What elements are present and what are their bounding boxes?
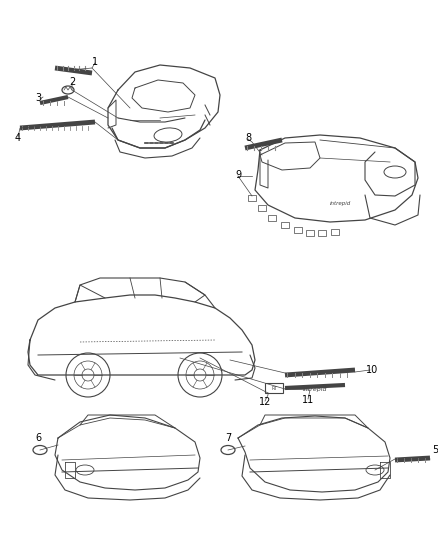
Text: 10: 10 bbox=[366, 365, 378, 375]
Text: 8: 8 bbox=[245, 133, 251, 143]
Text: intrepid: intrepid bbox=[329, 201, 351, 206]
Text: 6: 6 bbox=[35, 433, 41, 443]
Bar bbox=[331, 229, 339, 235]
Text: RT: RT bbox=[271, 385, 277, 391]
Text: 4: 4 bbox=[15, 133, 21, 143]
Text: 7: 7 bbox=[225, 433, 231, 443]
Text: 9: 9 bbox=[235, 170, 241, 180]
Text: 1: 1 bbox=[92, 57, 98, 67]
Text: 11: 11 bbox=[302, 395, 314, 405]
Text: 5: 5 bbox=[432, 445, 438, 455]
Bar bbox=[265, 383, 283, 393]
Text: 2: 2 bbox=[69, 77, 75, 87]
Bar bbox=[268, 215, 276, 221]
Bar bbox=[318, 230, 326, 236]
Bar bbox=[306, 230, 314, 236]
Text: intrepid: intrepid bbox=[303, 387, 327, 392]
Bar bbox=[248, 195, 256, 201]
Text: 3: 3 bbox=[35, 93, 41, 103]
Bar bbox=[294, 227, 302, 233]
Bar bbox=[258, 205, 266, 211]
Text: 12: 12 bbox=[259, 397, 271, 407]
Bar bbox=[281, 222, 289, 228]
